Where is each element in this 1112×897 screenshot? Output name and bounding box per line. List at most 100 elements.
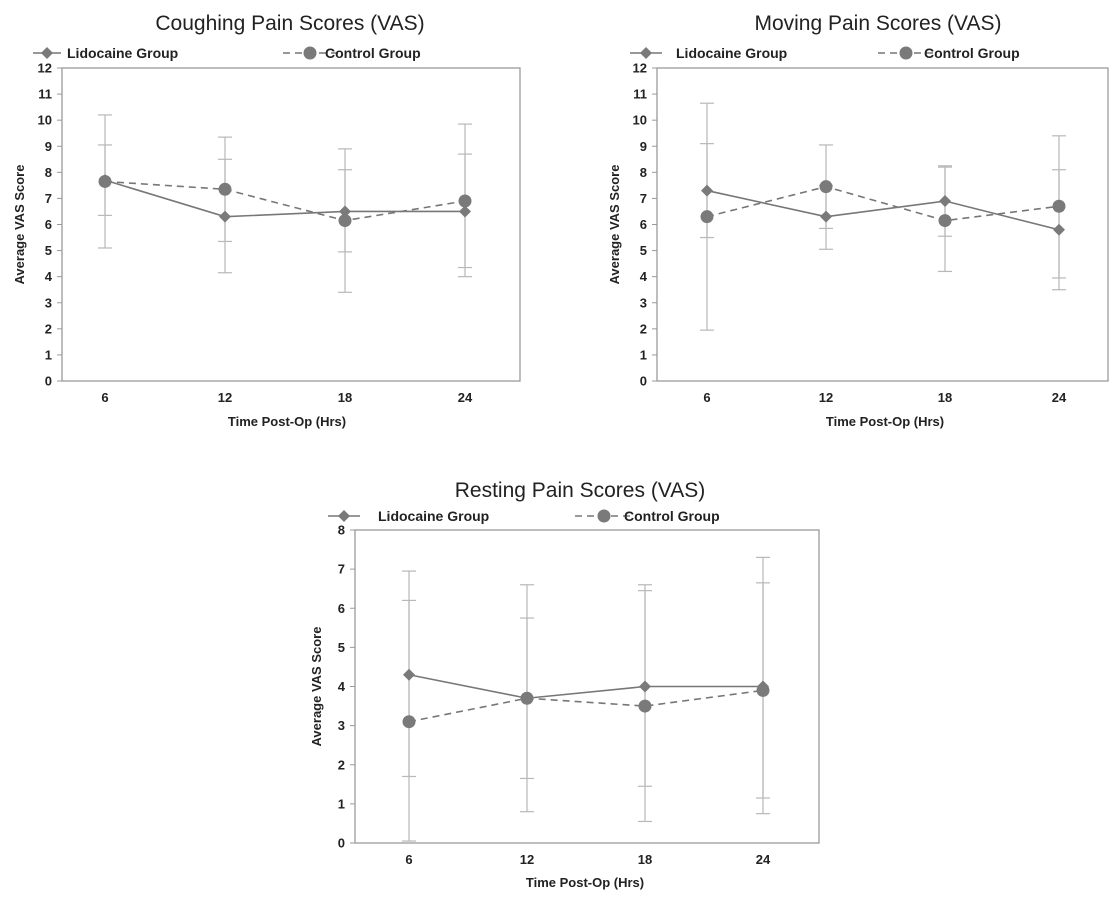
- legend-marker-control: [303, 46, 317, 60]
- data-point-lidocaine: [339, 205, 351, 218]
- x-tick-label: 18: [338, 390, 352, 405]
- series-line-lidocaine: [408, 673, 763, 700]
- x-tick-label: 24: [458, 390, 473, 405]
- y-tick-label: 5: [45, 243, 52, 258]
- legend: Lidocaine Group Control Group: [328, 508, 720, 524]
- data-point-control: [756, 683, 770, 697]
- data-point-control: [520, 691, 534, 705]
- data-point-control: [98, 174, 112, 188]
- y-tick-label: 0: [45, 374, 52, 389]
- y-tick-label: 3: [338, 718, 345, 733]
- data-point-control: [700, 210, 714, 224]
- chart-panel-1: Coughing Pain Scores (VAS)01234567891011…: [12, 12, 521, 429]
- y-tick-label: 4: [45, 269, 53, 284]
- chart-title: Coughing Pain Scores (VAS): [155, 12, 424, 35]
- data-point-control: [938, 214, 952, 228]
- data-point-lidocaine: [639, 680, 651, 693]
- x-tick-label: 12: [218, 390, 232, 405]
- data-point-lidocaine: [403, 668, 415, 681]
- data-point-control: [338, 214, 352, 228]
- error-bar: [218, 136, 232, 274]
- y-tick-label: 4: [338, 679, 346, 694]
- data-point-lidocaine: [701, 184, 713, 197]
- data-point-lidocaine: [219, 210, 231, 223]
- data-point-control: [819, 180, 833, 194]
- x-axis-label: Time Post-Op (Hrs): [228, 414, 346, 429]
- legend-label-lidocaine: Lidocaine Group: [67, 45, 178, 61]
- y-tick-label: 6: [45, 217, 52, 232]
- legend-label-lidocaine: Lidocaine Group: [378, 508, 489, 524]
- x-tick-label: 24: [756, 852, 771, 867]
- data-point-control: [1052, 199, 1066, 213]
- chart-title: Resting Pain Scores (VAS): [455, 479, 706, 502]
- chart-panel-2: Moving Pain Scores (VAS)0123456789101112…: [607, 12, 1109, 429]
- y-tick-label: 4: [640, 269, 648, 284]
- x-tick-label: 24: [1052, 390, 1067, 405]
- y-tick-label: 2: [45, 321, 52, 336]
- y-tick-label: 9: [640, 139, 647, 154]
- x-tick-label: 18: [638, 852, 652, 867]
- x-tick-label: 6: [405, 852, 412, 867]
- data-point-control: [402, 715, 416, 729]
- y-tick-label: 5: [338, 640, 345, 655]
- legend-label-control: Control Group: [924, 45, 1020, 61]
- series-line-control: [104, 180, 466, 222]
- y-tick-label: 11: [38, 87, 52, 102]
- y-tick-label: 3: [640, 295, 647, 310]
- series-line-control: [706, 185, 1060, 222]
- series-line-control: [408, 689, 764, 723]
- plot-area: [61, 67, 521, 382]
- y-tick-label: 0: [338, 836, 345, 851]
- y-axis-label: Average VAS Score: [607, 165, 622, 285]
- data-point-control: [458, 194, 472, 208]
- y-tick-label: 0: [640, 374, 647, 389]
- x-axis-label: Time Post-Op (Hrs): [526, 875, 644, 890]
- x-tick-label: 6: [703, 390, 710, 405]
- legend-marker-lidocaine: [41, 47, 53, 59]
- x-tick-label: 6: [101, 390, 108, 405]
- legend-marker-lidocaine: [338, 510, 350, 522]
- y-tick-label: 12: [38, 61, 52, 76]
- y-axis-label: Average VAS Score: [12, 165, 27, 285]
- y-tick-label: 8: [45, 165, 52, 180]
- data-point-lidocaine: [1053, 223, 1065, 236]
- y-tick-label: 6: [338, 601, 345, 616]
- x-tick-label: 18: [938, 390, 952, 405]
- series-line-lidocaine: [706, 189, 1060, 231]
- y-tick-label: 1: [640, 347, 647, 362]
- x-tick-label: 12: [819, 390, 833, 405]
- y-tick-label: 8: [338, 523, 345, 538]
- x-axis-label: Time Post-Op (Hrs): [826, 414, 944, 429]
- y-tick-label: 1: [338, 796, 345, 811]
- y-tick-label: 8: [640, 165, 647, 180]
- data-point-lidocaine: [820, 210, 832, 223]
- y-tick-label: 7: [640, 191, 647, 206]
- y-tick-label: 2: [338, 757, 345, 772]
- legend-label-lidocaine: Lidocaine Group: [676, 45, 787, 61]
- legend-label-control: Control Group: [624, 508, 720, 524]
- legend-label-control: Control Group: [325, 45, 421, 61]
- y-axis-label: Average VAS Score: [309, 627, 324, 747]
- legend-marker-control: [597, 509, 611, 523]
- y-tick-label: 11: [633, 87, 647, 102]
- legend-marker-lidocaine: [640, 47, 652, 59]
- y-tick-label: 10: [633, 113, 647, 128]
- data-point-control: [638, 699, 652, 713]
- y-tick-label: 6: [640, 217, 647, 232]
- legend-marker-control: [899, 46, 913, 60]
- x-tick-label: 12: [520, 852, 534, 867]
- data-point-lidocaine: [939, 195, 951, 208]
- data-point-lidocaine: [459, 205, 471, 218]
- y-tick-label: 1: [45, 347, 52, 362]
- y-tick-label: 9: [45, 139, 52, 154]
- y-tick-label: 12: [633, 61, 647, 76]
- y-tick-label: 2: [640, 321, 647, 336]
- data-point-control: [218, 182, 232, 196]
- legend: Lidocaine Group Control Group: [33, 45, 421, 61]
- y-tick-label: 10: [38, 113, 52, 128]
- y-tick-label: 3: [45, 295, 52, 310]
- y-tick-label: 7: [338, 562, 345, 577]
- y-tick-label: 7: [45, 191, 52, 206]
